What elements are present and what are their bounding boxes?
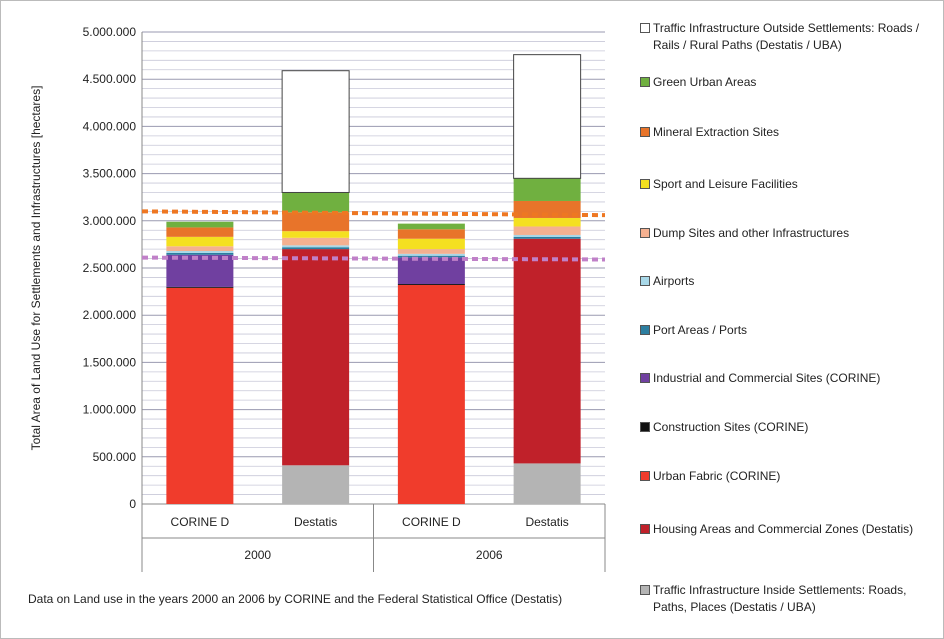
legend-swatch [640, 471, 650, 481]
legend-item: Port Areas / Ports [640, 322, 938, 339]
bar-segment [513, 54, 582, 179]
y-tick-label: 2.000.000 [83, 308, 137, 322]
x-category-label: CORINE D [402, 515, 461, 529]
legend-item: Green Urban Areas [640, 74, 938, 91]
legend-label: Industrial and Commercial Sites (CORINE) [653, 371, 881, 385]
bar-segment [513, 236, 581, 239]
legend-swatch [640, 127, 650, 137]
bar-segment [397, 284, 465, 504]
bar-segment [513, 463, 581, 504]
legend-item: Housing Areas and Commercial Zones (Dest… [640, 521, 938, 538]
bar-segment [513, 234, 581, 237]
y-tick-label: 1.500.000 [83, 355, 137, 369]
bar-segment [282, 245, 350, 248]
legend-item: Construction Sites (CORINE) [640, 419, 938, 436]
bar-segment [397, 249, 465, 254]
legend-swatch [640, 23, 650, 33]
y-tick-label: 2.500.000 [83, 261, 137, 275]
x-category-label: Destatis [525, 515, 568, 529]
legend-item: Mineral Extraction Sites [640, 124, 938, 141]
legend-swatch [640, 373, 650, 383]
bar-segment [166, 287, 234, 504]
legend-item: Industrial and Commercial Sites (CORINE) [640, 370, 938, 387]
legend-item: Sport and Leisure Facilities [640, 176, 938, 193]
legend-label: Housing Areas and Commercial Zones (Dest… [653, 522, 914, 536]
bar-segment [282, 249, 350, 466]
y-axis-label: Total Area of Land Use for Settlements a… [29, 86, 43, 451]
footnote: Data on Land use in the years 2000 an 20… [28, 592, 563, 606]
bar-segment [282, 465, 350, 504]
legend-swatch [640, 179, 650, 189]
legend-swatch [640, 524, 650, 534]
bar-segment [513, 226, 581, 235]
legend-item: Traffic Infrastructure Outside Settlemen… [640, 20, 938, 54]
legend-label: Traffic Infrastructure Outside Settlemen… [653, 21, 920, 52]
legend-swatch [640, 422, 650, 432]
legend-label: Port Areas / Ports [653, 323, 748, 337]
y-tick-label: 5.000.000 [83, 25, 137, 39]
bar-segment [166, 236, 234, 247]
bar-segment [166, 227, 234, 237]
legend-label: Sport and Leisure Facilities [653, 177, 798, 191]
x-group-label: 2000 [244, 548, 271, 562]
bar-segment [166, 252, 234, 255]
y-tick-label: 4.500.000 [83, 72, 137, 86]
legend-swatch [640, 325, 650, 335]
bar-segment [397, 223, 465, 230]
legend-item: Urban Fabric (CORINE) [640, 468, 938, 485]
y-tick-label: 3.000.000 [83, 214, 137, 228]
bar-segment [282, 231, 350, 238]
legend-swatch [640, 276, 650, 286]
bar-segment [397, 229, 465, 239]
legend-item: Airports [640, 273, 938, 290]
reference-line [141, 209, 606, 218]
bar-segment [397, 253, 465, 256]
legend-label: Airports [653, 274, 695, 288]
y-tick-label: 4.000.000 [83, 119, 137, 133]
legend-label: Dump Sites and other Infrastructures [653, 226, 850, 240]
bar-segment [282, 237, 350, 246]
bar-segment [513, 238, 581, 464]
y-tick-label: 3.500.000 [83, 167, 137, 181]
bar-segment [166, 254, 234, 287]
legend-item: Dump Sites and other Infrastructures [640, 225, 938, 242]
x-category-label: Destatis [294, 515, 337, 529]
bar-segment [166, 286, 234, 288]
legend-swatch [640, 228, 650, 238]
bar-segment [282, 247, 350, 250]
legend-label: Green Urban Areas [653, 75, 757, 89]
legend-label: Traffic Infrastructure Inside Settlement… [653, 583, 907, 614]
legend-label: Urban Fabric (CORINE) [653, 469, 781, 483]
legend-swatch [640, 77, 650, 87]
bar-segment [513, 178, 581, 201]
bar-segment [166, 221, 234, 228]
bar-segment [513, 217, 581, 227]
x-group-label: 2006 [476, 548, 503, 562]
reference-line [141, 255, 606, 262]
y-tick-label: 0 [129, 497, 136, 511]
bar-segment [397, 284, 465, 285]
bar-segment [166, 246, 234, 252]
legend-swatch [640, 585, 650, 595]
legend-item: Traffic Infrastructure Inside Settlement… [640, 582, 938, 616]
bar-segment [397, 257, 465, 285]
bar-segment [282, 212, 350, 232]
bar-segment [281, 70, 350, 193]
bar-segment [397, 238, 465, 250]
legend-label: Construction Sites (CORINE) [653, 420, 809, 434]
bar-segment [397, 255, 465, 258]
y-tick-label: 500.000 [93, 450, 137, 464]
y-tick-label: 1.000.000 [83, 403, 137, 417]
bar-segment [166, 251, 234, 253]
legend-label: Mineral Extraction Sites [653, 125, 780, 139]
bar-segment [282, 192, 350, 213]
x-category-label: CORINE D [171, 515, 230, 529]
